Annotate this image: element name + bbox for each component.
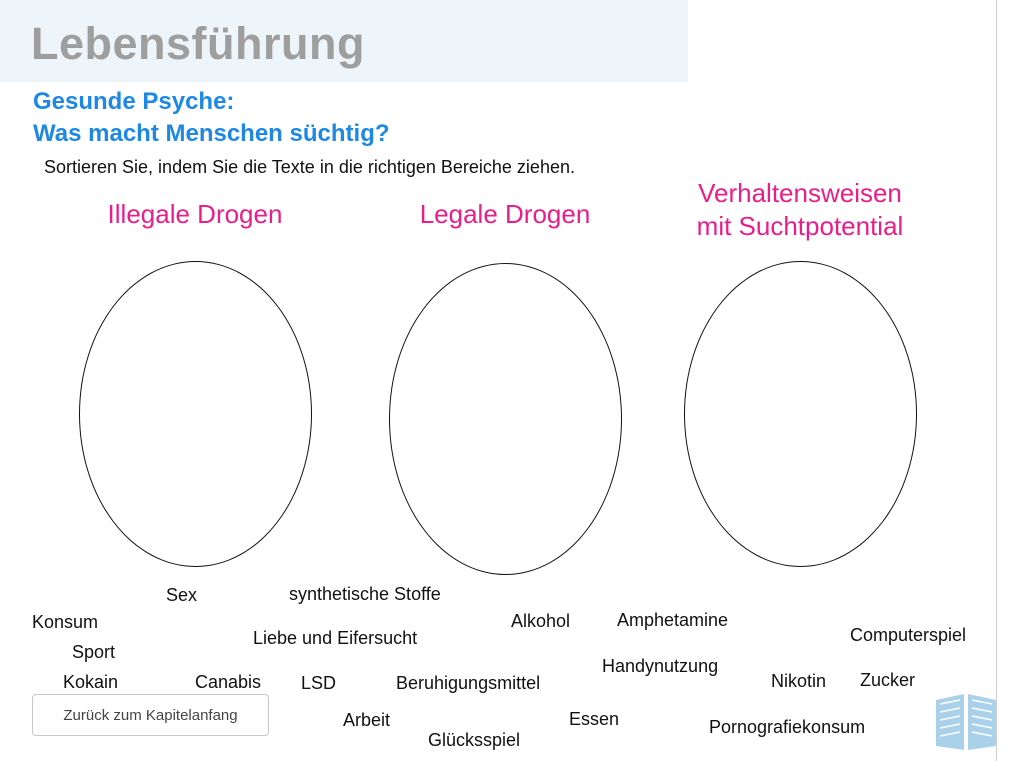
drag-term-sport[interactable]: Sport bbox=[72, 642, 116, 662]
drag-term-sex[interactable]: Sex bbox=[166, 585, 198, 605]
drop-zone-legal-drugs[interactable] bbox=[389, 263, 622, 575]
drag-term-arbeit[interactable]: Arbeit bbox=[343, 710, 391, 730]
drag-term-synthetische-stoffe[interactable]: synthetische Stoffe bbox=[289, 584, 441, 604]
drag-term-konsum[interactable]: Konsum bbox=[32, 612, 99, 632]
drag-term-computerspiel[interactable]: Computerspiel bbox=[850, 625, 967, 645]
drag-term-pornografiekonsum[interactable]: Pornografiekonsum bbox=[709, 717, 866, 737]
drag-term-canabis[interactable]: Canabis bbox=[195, 672, 262, 692]
instruction-text: Sortieren Sie, indem Sie die Texte in di… bbox=[44, 157, 575, 177]
drag-term-lsd[interactable]: LSD bbox=[301, 673, 337, 693]
drag-term-kokain[interactable]: Kokain bbox=[63, 672, 119, 692]
drag-term-nikotin[interactable]: Nikotin bbox=[771, 671, 827, 691]
exercise-subtitle-line-1: Gesunde Psyche: bbox=[33, 88, 235, 115]
header-band bbox=[0, 0, 688, 82]
category-heading-illegal-drugs: Illegale Drogen bbox=[70, 198, 320, 231]
drag-term-essen[interactable]: Essen bbox=[569, 709, 620, 729]
category-heading-line: Illegale Drogen bbox=[107, 199, 283, 229]
page-edge-divider bbox=[996, 0, 997, 761]
drag-term-gluecksspiel[interactable]: Glücksspiel bbox=[428, 730, 521, 750]
category-heading-behaviors: Verhaltensweisen mit Suchtpotential bbox=[660, 177, 940, 243]
drag-term-handynutzung[interactable]: Handynutzung bbox=[602, 656, 719, 676]
drag-term-zucker[interactable]: Zucker bbox=[860, 670, 916, 690]
drop-zone-behaviors[interactable] bbox=[684, 261, 917, 567]
drag-term-amphetamine[interactable]: Amphetamine bbox=[617, 610, 729, 630]
drop-zone-illegal-drugs[interactable] bbox=[79, 261, 312, 567]
back-to-chapter-button[interactable]: Zurück zum Kapitelanfang bbox=[32, 694, 269, 736]
exercise-subtitle-line-2: Was macht Menschen süchtig? bbox=[33, 120, 390, 147]
drag-term-liebe-und-eifersucht[interactable]: Liebe und Eifersucht bbox=[253, 628, 418, 648]
drag-term-beruhigungsmittel[interactable]: Beruhigungsmittel bbox=[396, 673, 541, 693]
category-heading-legal-drugs: Legale Drogen bbox=[380, 198, 630, 231]
category-heading-line: Legale Drogen bbox=[419, 199, 591, 229]
category-heading-line: mit Suchtpotential bbox=[696, 211, 904, 241]
drag-term-alkohol[interactable]: Alkohol bbox=[511, 611, 571, 631]
category-heading-line: Verhaltensweisen bbox=[698, 178, 902, 208]
open-book-icon[interactable] bbox=[932, 690, 1000, 754]
chapter-title: Lebensführung bbox=[31, 18, 365, 69]
